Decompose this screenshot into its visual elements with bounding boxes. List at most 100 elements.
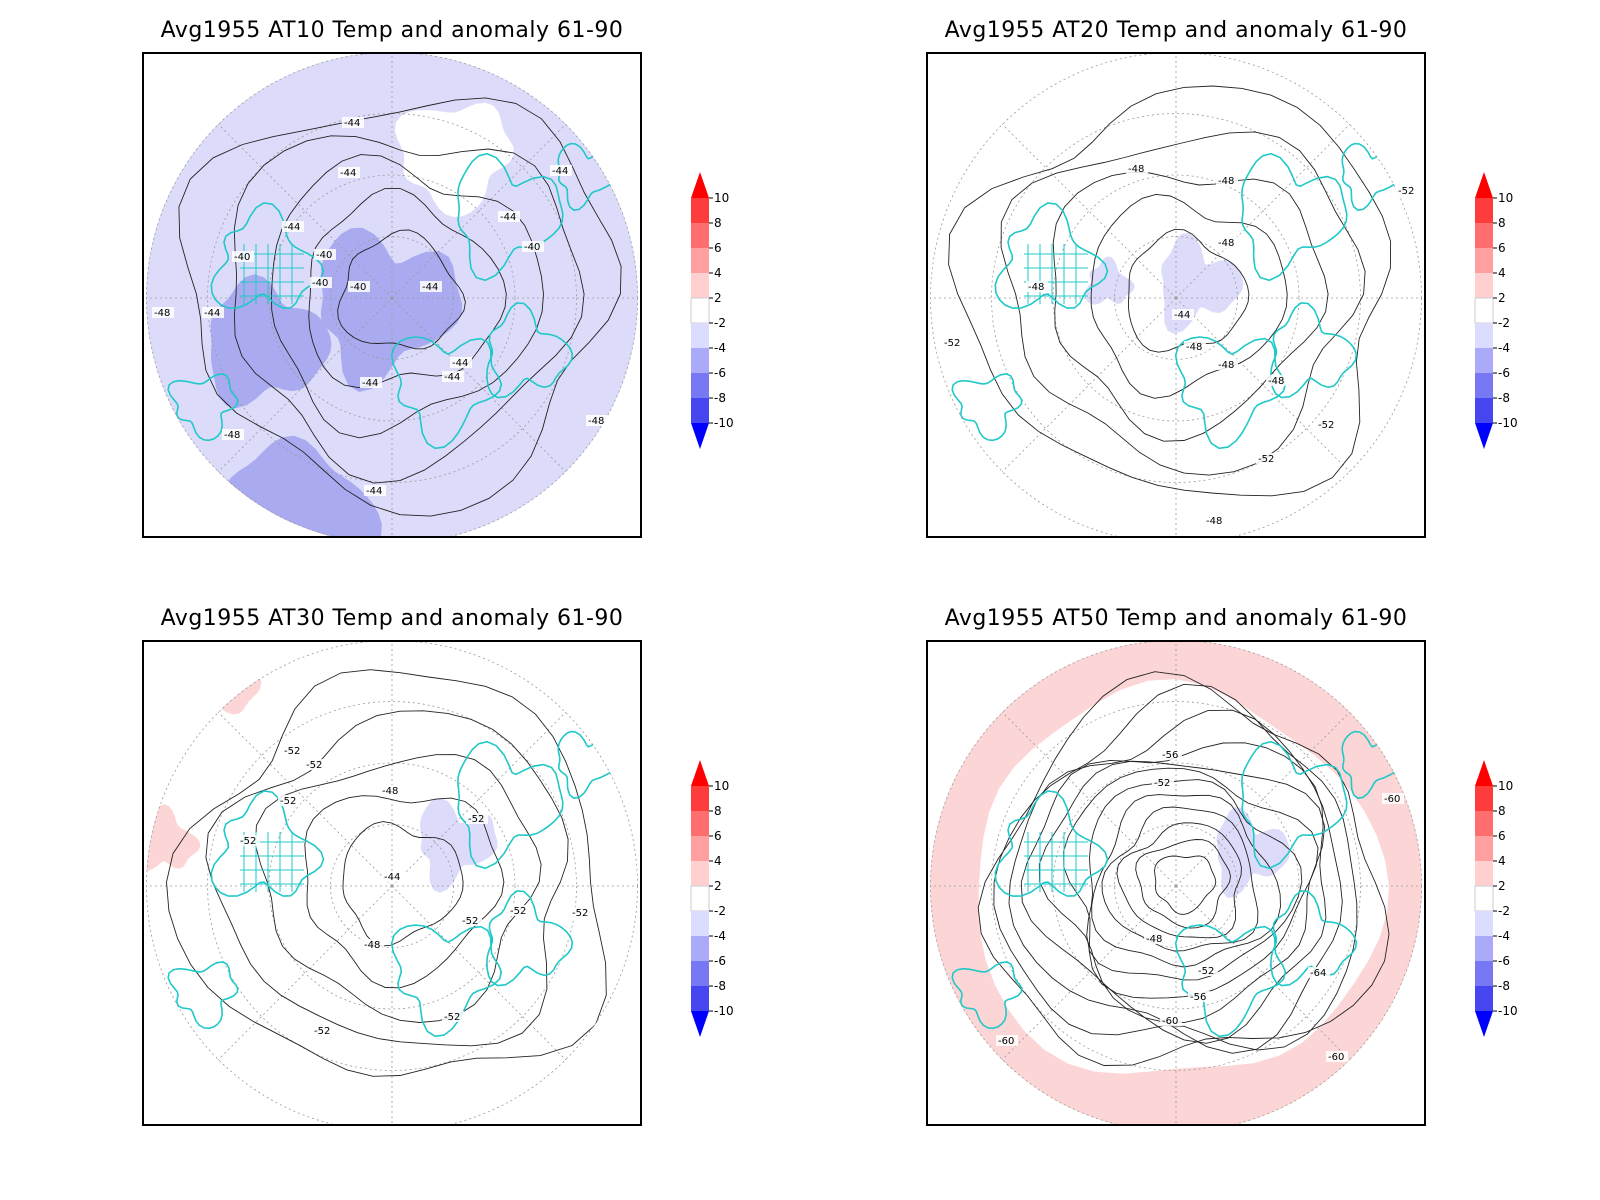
colorbar-swatch [1475, 398, 1493, 423]
meridian [391, 885, 567, 1061]
contour-label: -40 [350, 282, 366, 293]
contour-label: -52 [510, 906, 526, 917]
coastline [167, 373, 239, 442]
contour-label: -48 [1268, 376, 1284, 387]
coastline [486, 890, 574, 987]
temperature-contour [1101, 806, 1259, 952]
colorbar-tick-label: 10 [1498, 779, 1513, 793]
contour-label-bg [1204, 515, 1226, 526]
contour-label: -44 [204, 308, 220, 319]
contour-label: -44 [362, 378, 378, 389]
contour-label: -48 [382, 786, 398, 797]
contour-label: -44 [422, 282, 438, 293]
colorbar-arrow-top [691, 172, 709, 198]
coastline [457, 740, 564, 870]
contour-label: -52 [444, 1012, 460, 1023]
meridian [1001, 711, 1177, 887]
contour-label: -60 [998, 1036, 1014, 1047]
colorbar-swatch [1475, 936, 1493, 961]
contour-label: -48 [1186, 342, 1202, 353]
colorbar-swatch [1475, 986, 1493, 1011]
contour-label: -44 [552, 166, 568, 177]
map-frame: -52 -52 -52 -52 -48 -52 -44 -52 -52 -48 -52 -52 -52 [142, 640, 642, 1126]
colorbar-tick-label: 8 [1498, 216, 1506, 230]
polar-stereographic-map: -44 -44 -44 -40 -40 -40 -40 -44 -44 -48 -44 -40 -44 -… [146, 54, 638, 536]
colorbar-swatch [691, 348, 709, 373]
temperature-contour [977, 671, 1390, 1066]
contour-label-bg [522, 241, 544, 252]
colorbar-tick-label: -2 [1498, 316, 1510, 330]
latitude-circle [207, 113, 577, 483]
meridian [1175, 711, 1351, 887]
map-edge [930, 642, 1422, 1124]
temperature-contour [1000, 131, 1366, 476]
contour-label: -52 [1198, 966, 1214, 977]
colorbar-swatch [691, 198, 709, 223]
temperature-contour [1091, 794, 1281, 968]
coastline [486, 302, 574, 399]
contour-label: -40 [524, 242, 540, 253]
coastline [390, 336, 503, 450]
contour-label-bg [498, 211, 520, 222]
colorbar-tick-label: 6 [714, 829, 722, 843]
contour-label: -48 [588, 416, 604, 427]
coastline [390, 924, 503, 1038]
contour-label: -48 [364, 940, 380, 951]
contour-label: -48 [1218, 360, 1234, 371]
anomaly-shading [218, 435, 382, 536]
colorbar-tick-label: -8 [1498, 979, 1510, 993]
colorbar: 10 8 6 4 2 -2 -4 -6 -8 -10 [690, 760, 734, 1037]
contour-label: -40 [312, 278, 328, 289]
colorbar-swatch [1475, 273, 1493, 298]
meridian [1175, 297, 1351, 473]
contour-label-bg [420, 281, 442, 292]
contour-label-bg [586, 415, 608, 426]
meridian [1001, 123, 1177, 299]
colorbar-swatch [1474, 297, 1494, 324]
contour-label-bg [466, 813, 488, 824]
colorbar-tick-label: 4 [714, 266, 722, 280]
meridian [391, 711, 567, 887]
temperature-contour [233, 135, 585, 484]
colorbar-swatch [1475, 248, 1493, 273]
contour-label: -44 [284, 222, 300, 233]
contour-label-bg [362, 939, 384, 950]
colorbar-tick-label: -6 [1498, 954, 1510, 968]
contour-label: -44 [452, 358, 468, 369]
contour-label-bg [380, 785, 402, 796]
contour-label: -52 [284, 746, 300, 757]
colorbar-tick-label: -10 [1498, 416, 1518, 430]
contour-label-bg [450, 357, 472, 368]
contour-label-bg [570, 907, 592, 918]
colorbar-tick-label: -10 [1498, 1004, 1518, 1018]
coastline [1270, 302, 1358, 399]
contour-label-bg [1144, 933, 1166, 944]
colorbar-swatch [690, 297, 710, 324]
contour-label: -44 [344, 118, 360, 129]
colorbar-swatch [691, 811, 709, 836]
temperature-contour [1135, 839, 1231, 929]
colorbar-swatch [691, 936, 709, 961]
contour-label: -44 [500, 212, 516, 223]
contour-label-bg [152, 307, 174, 318]
colorbar-tick-label: 6 [714, 241, 722, 255]
contour-label-bg [1126, 163, 1148, 174]
colorbar-swatch [691, 373, 709, 398]
coastline [994, 790, 1109, 897]
coastline [994, 202, 1109, 309]
polar-stereographic-map: -52 -52 -52 -52 -48 -52 -44 -52 -52 -48 -52 -52 -52 [146, 642, 638, 1124]
temperature-contour [948, 85, 1392, 497]
contour-label: -44 [444, 372, 460, 383]
panel-title: Avg1955 AT50 Temp and anomaly 61-90 [944, 606, 1408, 631]
colorbar-swatch [1475, 836, 1493, 861]
contour-label: -52 [462, 916, 478, 927]
contour-label-bg [1266, 375, 1288, 386]
colorbar-swatch [690, 885, 710, 912]
meridian [217, 711, 393, 887]
contour-label: -48 [1028, 282, 1044, 293]
meridian [217, 123, 393, 299]
colorbar: 10 8 6 4 2 -2 -4 -6 -8 -10 [1474, 760, 1518, 1037]
colorbar: 10 8 6 4 2 -2 -4 -6 -8 -10 [690, 172, 734, 449]
colorbar-arrow-bottom [1475, 1011, 1493, 1037]
temperature-contour [1020, 742, 1327, 1044]
